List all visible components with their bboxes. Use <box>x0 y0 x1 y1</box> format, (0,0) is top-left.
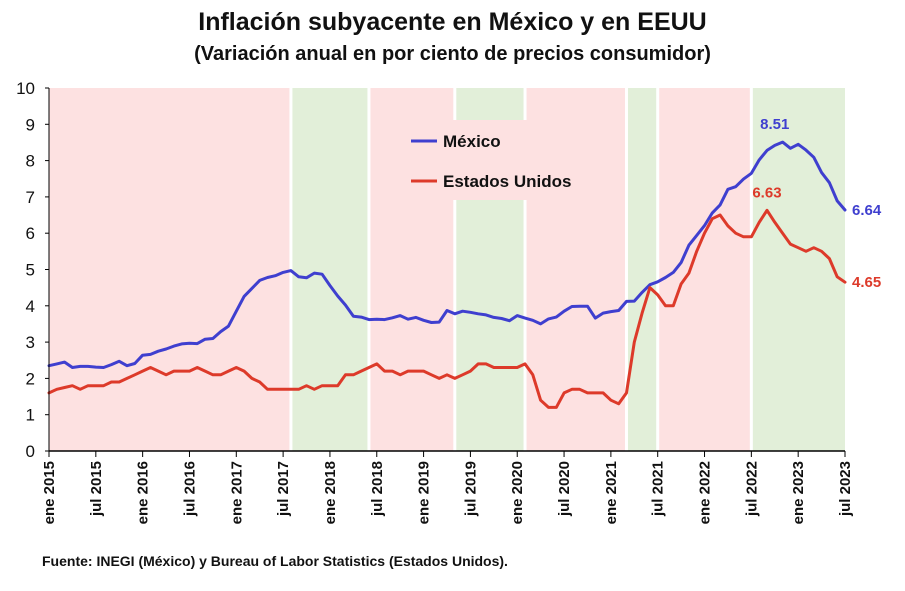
x-tick-label: jul 2016 <box>181 461 198 517</box>
x-tick-label: ene 2016 <box>135 461 152 524</box>
y-tick-label: 1 <box>26 406 35 425</box>
x-tick-label: jul 2019 <box>462 461 479 517</box>
y-tick-label: 10 <box>16 79 35 98</box>
x-tick-label: jul 2015 <box>88 461 105 517</box>
y-tick-label: 8 <box>26 152 35 171</box>
x-tick-label: jul 2021 <box>650 461 667 517</box>
chart-title: Inflación subyacente en México y en EEUU <box>198 8 707 36</box>
source-note: Fuente: INEGI (México) y Bureau of Labor… <box>42 553 508 569</box>
series-line-estados-unidos <box>47 208 847 409</box>
point-label: 4.65 <box>852 274 881 291</box>
x-tick-label: ene 2023 <box>790 461 807 524</box>
x-tick-label: ene 2022 <box>697 461 714 524</box>
y-tick-label: 4 <box>26 297 35 316</box>
x-tick-label: jul 2020 <box>556 461 573 517</box>
y-tick-label: 6 <box>26 224 35 243</box>
y-tick-label: 3 <box>26 333 35 352</box>
x-tick-label: ene 2015 <box>41 461 58 524</box>
y-tick-label: 5 <box>26 261 35 280</box>
shaded-period-green <box>751 88 845 451</box>
x-tick-label: jul 2023 <box>837 461 854 517</box>
x-tick-label: jul 2017 <box>275 461 292 517</box>
x-tick-label: ene 2021 <box>603 461 620 524</box>
x-tick-label: ene 2019 <box>416 461 433 524</box>
x-tick-label: ene 2017 <box>228 461 245 524</box>
point-label: 6.63 <box>752 184 781 201</box>
shaded-period-red <box>49 88 291 451</box>
y-tick-label: 2 <box>26 369 35 388</box>
shaded-period-green <box>626 88 658 451</box>
x-tick-label: jul 2022 <box>743 461 760 517</box>
legend: México Estados Unidos <box>389 120 585 200</box>
x-tick-label: jul 2018 <box>369 461 386 517</box>
legend-label: Estados Unidos <box>443 172 571 191</box>
legend-box <box>389 120 585 200</box>
y-tick-label: 7 <box>26 188 35 207</box>
axes: 0 1 2 3 4 5 6 7 8 9 10 ene 2015 jul 2015 ene 2016 jul … <box>16 79 854 524</box>
x-tick-label: ene 2020 <box>509 461 526 524</box>
y-tick-label: 0 <box>26 442 35 461</box>
point-labels: 8.51 6.63 6.64 4.65 <box>752 116 881 291</box>
point-label: 8.51 <box>760 116 789 133</box>
shaded-period-red <box>657 88 752 451</box>
x-tick-label: ene 2018 <box>322 461 339 524</box>
shaded-period-green <box>290 88 369 451</box>
series-lines <box>47 140 847 409</box>
chart-subtitle: (Variación anual en por ciento de precio… <box>194 43 711 65</box>
y-tick-label: 9 <box>26 115 35 134</box>
point-label: 6.64 <box>852 202 882 219</box>
legend-label: México <box>443 132 501 151</box>
series-line-m-xico <box>47 140 847 369</box>
